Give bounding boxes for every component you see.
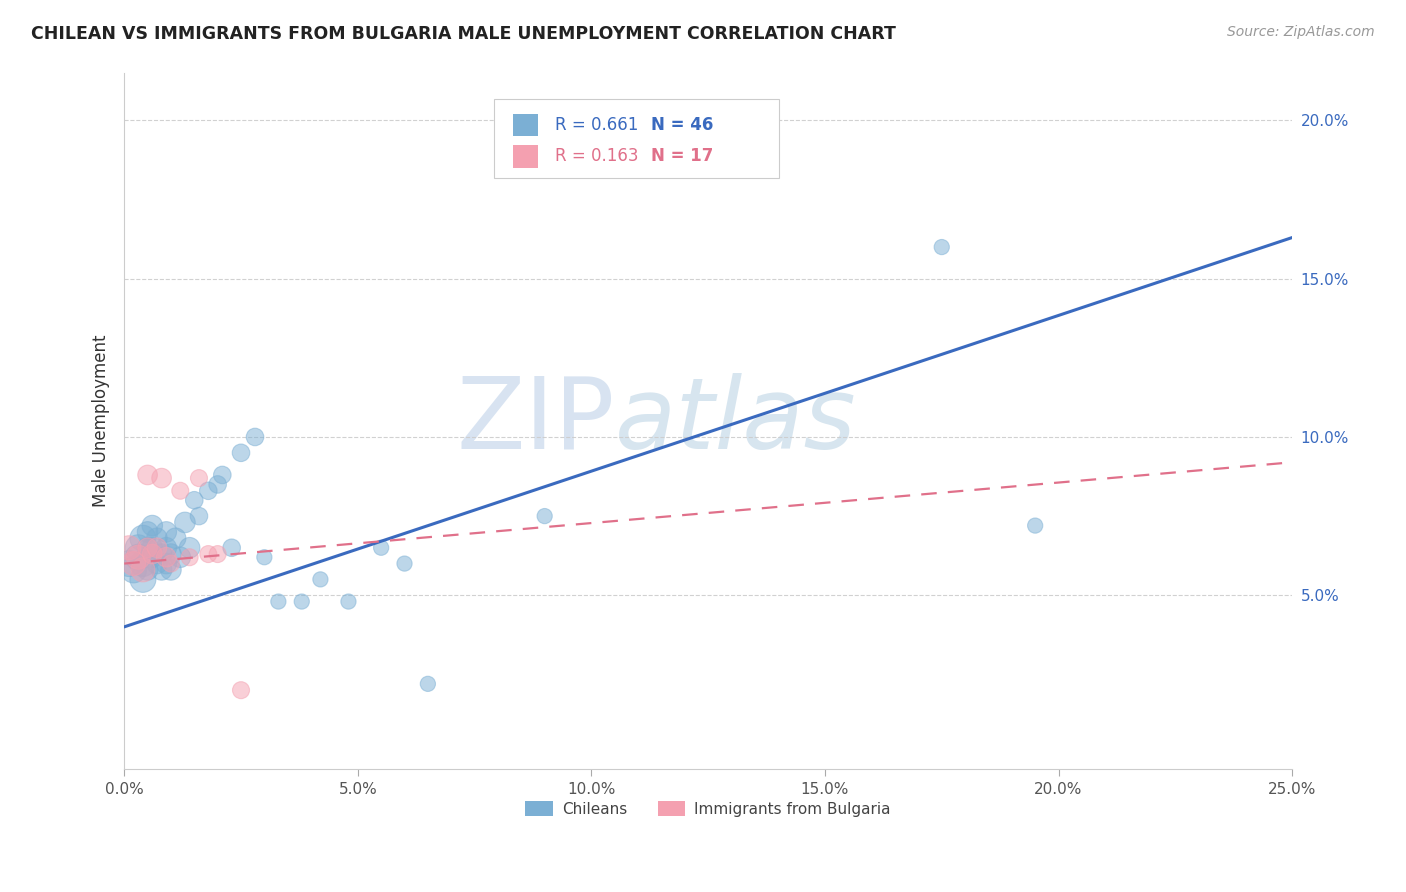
Point (165, 531, 187, 545)
Point (155, 557, 177, 571)
Point (394, 557, 416, 571)
Point (229, 683, 252, 698)
Point (122, 557, 145, 571)
Point (370, 541, 392, 555)
Point (183, 493, 205, 508)
Point (160, 547, 183, 561)
Point (416, 677, 439, 691)
Point (118, 541, 141, 555)
Point (141, 518, 163, 533)
Point (221, 541, 243, 555)
Text: N = 17: N = 17 (651, 147, 713, 165)
Point (150, 547, 173, 561)
Point (309, 573, 332, 587)
Point (253, 550, 276, 565)
Point (127, 550, 149, 565)
Point (337, 594, 360, 608)
Point (136, 524, 159, 539)
Point (179, 541, 201, 555)
Text: Source: ZipAtlas.com: Source: ZipAtlas.com (1227, 25, 1375, 39)
Point (136, 541, 159, 555)
Point (533, 509, 555, 524)
Point (169, 550, 191, 565)
Point (179, 550, 201, 565)
Point (146, 541, 169, 555)
Point (174, 516, 197, 530)
Text: N = 46: N = 46 (651, 116, 713, 134)
Y-axis label: Male Unemployment: Male Unemployment (93, 334, 110, 508)
Point (141, 547, 163, 561)
Point (155, 541, 177, 555)
Point (136, 467, 159, 482)
Point (150, 563, 173, 577)
Point (267, 594, 290, 608)
Text: R = 0.163: R = 0.163 (555, 147, 638, 165)
Point (127, 550, 149, 565)
Point (207, 547, 229, 561)
Point (132, 531, 155, 545)
Point (141, 550, 163, 565)
Point (169, 483, 191, 498)
Point (207, 477, 229, 491)
Point (146, 531, 169, 545)
Point (243, 430, 266, 444)
Point (160, 557, 183, 571)
Point (118, 557, 141, 571)
Point (188, 471, 211, 485)
Point (160, 563, 183, 577)
Point (146, 557, 169, 571)
Legend: Chileans, Immigrants from Bulgaria: Chileans, Immigrants from Bulgaria (517, 793, 898, 824)
Point (136, 541, 159, 555)
Point (211, 467, 233, 482)
Point (150, 471, 173, 485)
Text: R = 0.661: R = 0.661 (555, 116, 638, 134)
Point (1024, 518, 1046, 533)
Point (122, 563, 145, 577)
Point (197, 547, 219, 561)
Text: CHILEAN VS IMMIGRANTS FROM BULGARIA MALE UNEMPLOYMENT CORRELATION CHART: CHILEAN VS IMMIGRANTS FROM BULGARIA MALE… (31, 25, 896, 43)
Text: ZIP: ZIP (457, 373, 614, 470)
Point (136, 563, 159, 577)
Point (197, 483, 219, 498)
Point (127, 541, 149, 555)
Point (155, 524, 177, 539)
Point (229, 446, 252, 460)
Point (141, 541, 163, 555)
Point (931, 240, 953, 254)
Point (291, 594, 314, 608)
Point (188, 509, 211, 524)
Point (720, 145, 742, 160)
Point (132, 557, 155, 571)
Point (132, 573, 155, 587)
Text: atlas: atlas (614, 373, 856, 470)
Point (132, 563, 155, 577)
Point (155, 550, 177, 565)
